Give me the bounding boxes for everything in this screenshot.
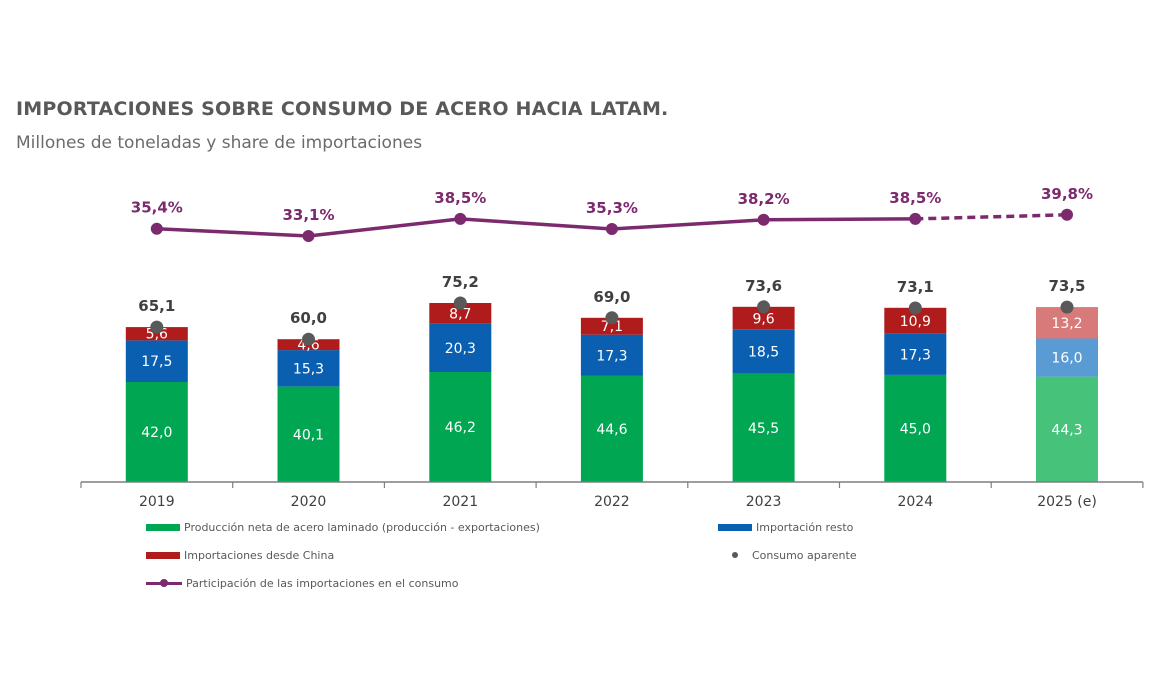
consumption-marker-5 <box>908 301 922 315</box>
share-point-1 <box>302 230 315 242</box>
share-point-2 <box>454 212 467 225</box>
share-label-4: 38,2% <box>738 190 790 208</box>
share-point-6 <box>1061 208 1073 221</box>
bar-import-china-0 <box>125 327 188 341</box>
bar-label-import-rest-1: 15,3 <box>293 361 324 377</box>
share-point-3 <box>605 223 618 235</box>
bar-production-0 <box>125 382 188 482</box>
bar-label-import-rest-4: 18,5 <box>748 345 779 361</box>
bar-import-rest-1 <box>277 350 340 387</box>
share-line <box>156 217 916 238</box>
x-tick-label-1: 2020 <box>291 494 327 510</box>
bar-import-china-2 <box>429 303 492 324</box>
bar-label-import-rest-3: 17,3 <box>596 348 627 364</box>
bar-label-production-3: 44,6 <box>596 422 627 438</box>
share-point-5 <box>909 212 922 225</box>
share-point-0 <box>150 222 163 235</box>
x-tick-label-6: 2025 (e) <box>1037 494 1097 510</box>
share-point-4 <box>757 213 770 226</box>
share-line-estimate <box>915 213 1068 221</box>
legend-label-import-china: Importaciones desde China <box>184 548 335 562</box>
consumption-label-3: 69,0 <box>593 288 630 306</box>
bar-label-import-rest-0: 17,5 <box>141 354 172 370</box>
bar-label-import-rest-5: 17,3 <box>900 347 931 363</box>
legend-item-import-china: Importaciones desde China <box>146 548 334 562</box>
legend-item-share: Participación de las importaciones en el… <box>146 576 459 590</box>
bar-production-2 <box>429 372 492 482</box>
x-tick-label-2: 2021 <box>442 494 478 510</box>
legend-label-import-rest: Importación resto <box>756 520 854 534</box>
bar-label-production-0: 42,0 <box>141 425 172 441</box>
legend-swatch-import-china <box>146 551 180 559</box>
bar-label-import-china-5: 10,9 <box>900 314 931 330</box>
bar-import-rest-3 <box>580 334 643 376</box>
share-label-1: 33,1% <box>282 206 334 224</box>
bar-import-rest-6 <box>1036 338 1098 377</box>
bar-label-import-china-6: 13,2 <box>1051 316 1082 332</box>
share-label-2: 38,5% <box>434 189 486 207</box>
bar-import-china-3 <box>580 317 643 335</box>
legend-label-share: Participación de las importaciones en el… <box>186 576 459 590</box>
x-tick-label-0: 2019 <box>139 494 175 510</box>
legend-marker-consumption <box>728 548 748 562</box>
bar-label-import-china-4: 9,6 <box>752 311 774 327</box>
consumption-label-6: 73,5 <box>1048 277 1085 295</box>
x-tick-label-4: 2023 <box>746 494 782 510</box>
consumption-marker-1 <box>302 332 315 346</box>
legend-marker-share <box>146 576 184 590</box>
bar-production-5 <box>884 374 947 482</box>
consumption-marker-2 <box>453 296 467 310</box>
bar-label-import-rest-6: 16,0 <box>1051 351 1082 367</box>
share-label-0: 35,4% <box>131 199 183 217</box>
bar-label-import-china-0: 5,6 <box>146 327 168 343</box>
consumption-marker-0 <box>150 320 164 334</box>
bar-label-production-2: 46,2 <box>445 420 476 436</box>
bar-label-production-6: 44,3 <box>1051 422 1082 438</box>
chart-subtitle: Millones de toneladas y share de importa… <box>16 133 423 153</box>
consumption-marker-4 <box>757 300 771 314</box>
legend-swatch-import-rest <box>718 523 752 531</box>
bar-import-rest-4 <box>732 329 795 374</box>
consumption-label-5: 73,1 <box>897 278 934 296</box>
share-label-3: 35,3% <box>586 199 638 217</box>
bar-production-4 <box>732 373 795 482</box>
consumption-marker-3 <box>605 311 619 325</box>
bar-label-production-4: 45,5 <box>748 421 779 437</box>
legend-item-consumption: Consumo aparente <box>728 548 857 562</box>
bar-import-rest-0 <box>125 340 188 382</box>
bar-production-3 <box>580 375 643 482</box>
bar-label-import-china-2: 8,7 <box>449 306 471 322</box>
consumption-marker-6 <box>1060 300 1074 314</box>
x-tick-label-5: 2024 <box>897 494 933 510</box>
bar-label-import-china-3: 7,1 <box>601 319 623 335</box>
consumption-label-4: 73,6 <box>745 277 782 295</box>
legend-item-production: Producción neta de acero laminado (produ… <box>146 520 540 534</box>
legend-swatch-production <box>146 523 180 531</box>
legend-item-import-rest: Importación resto <box>718 520 853 534</box>
legend-label-production: Producción neta de acero laminado (produ… <box>184 520 540 534</box>
legend-label-consumption: Consumo aparente <box>752 548 857 562</box>
bar-import-rest-5 <box>884 333 947 375</box>
bar-production-6 <box>1036 376 1098 482</box>
share-label-6: 39,8% <box>1041 185 1093 203</box>
bar-label-production-1: 40,1 <box>293 427 324 443</box>
consumption-label-0: 65,1 <box>138 297 175 315</box>
bar-label-production-5: 45,0 <box>900 421 931 437</box>
consumption-label-1: 60,0 <box>290 309 327 327</box>
bar-import-rest-2 <box>429 323 492 372</box>
share-label-5: 38,5% <box>889 189 941 207</box>
consumption-label-2: 75,2 <box>442 273 479 291</box>
bar-label-import-rest-2: 20,3 <box>445 341 476 357</box>
x-tick-label-3: 2022 <box>594 494 630 510</box>
chart-title: IMPORTACIONES SOBRE CONSUMO DE ACERO HAC… <box>16 98 669 120</box>
bar-import-china-4 <box>732 306 795 330</box>
bar-production-1 <box>277 386 340 482</box>
